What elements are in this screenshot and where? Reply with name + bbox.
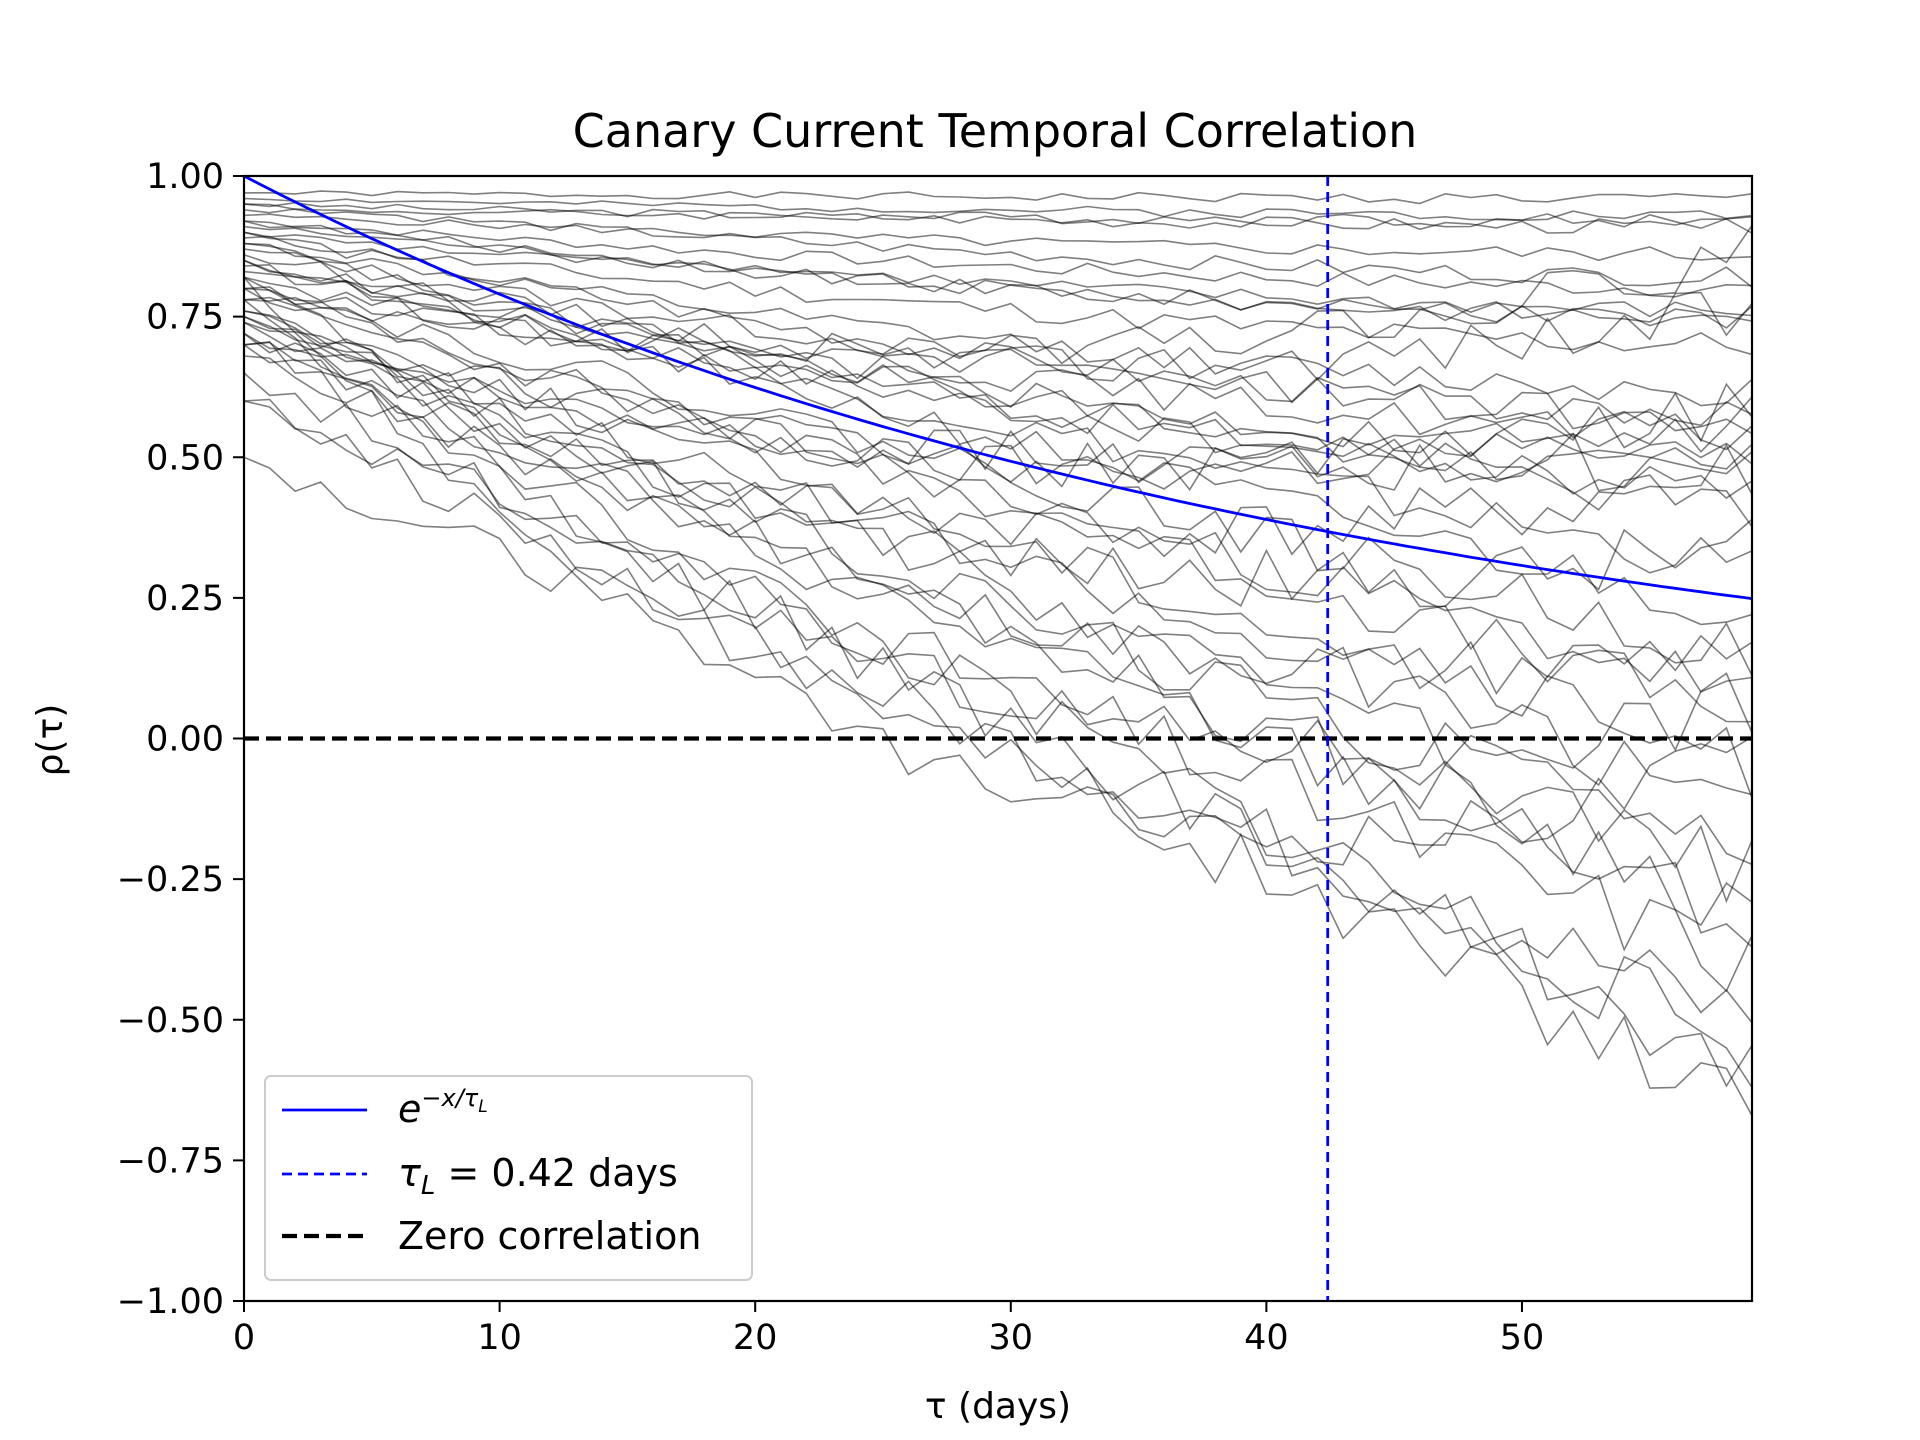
legend: e−x/τL τL = 0.42 days Zero correlation (264, 1075, 753, 1281)
ensemble-series-line (244, 355, 1752, 948)
ensemble-series-line (244, 291, 1752, 382)
ensemble-series-line (244, 190, 1752, 205)
ensemble-series-line (244, 201, 1752, 234)
ensemble-series-line (244, 270, 1752, 528)
y-tick-label: −0.75 (117, 1141, 224, 1181)
ensemble-series-line (244, 296, 1752, 693)
x-tick-label: 40 (1244, 1318, 1289, 1358)
ensemble-series-line (244, 208, 1752, 230)
y-axis-label: ρ(τ) (30, 704, 71, 777)
y-tick-label: 0.25 (146, 579, 224, 619)
ensemble-series-line (244, 235, 1752, 356)
x-tick-label: 20 (733, 1318, 778, 1358)
ensemble-series-line (244, 310, 1752, 608)
ensemble-series-line (244, 341, 1752, 927)
ensemble-series-line (244, 321, 1752, 490)
legend-tau-sub: L (421, 1171, 436, 1201)
x-tick-label: 10 (477, 1318, 522, 1358)
ensemble-series-line (244, 220, 1752, 298)
ensemble-series-line (244, 344, 1752, 1088)
ensemble-series-line (244, 248, 1752, 427)
ensemble-series-line (244, 315, 1752, 484)
legend-tau-symbol: τ (398, 1151, 422, 1195)
ensemble-series-line (244, 310, 1752, 799)
y-tick-label: 0.50 (146, 438, 224, 478)
y-tick-label: 0.00 (146, 720, 224, 760)
legend-fit-exponent-sub: L (478, 1097, 487, 1117)
ensemble-series-line (244, 456, 1752, 1024)
exponential-fit-line (244, 176, 1752, 600)
legend-box (264, 1075, 753, 1281)
ensemble-series-line (244, 398, 1752, 1117)
ensemble-series-line (244, 225, 1752, 369)
overlay-lines (244, 176, 1752, 1301)
ensemble-series-line (244, 372, 1752, 1088)
ensemble-series-line (244, 287, 1752, 676)
x-tick-label: 0 (233, 1318, 255, 1358)
ensemble-series-line (244, 332, 1752, 904)
ensemble-lines (244, 190, 1752, 1117)
x-axis: 0 10 20 30 40 50 (233, 1301, 1544, 1358)
legend-fit-base: e (398, 1087, 421, 1131)
y-tick-label: −0.25 (117, 860, 224, 900)
legend-label-fit: e−x/τL (398, 1084, 488, 1131)
ensemble-series-line (244, 332, 1752, 492)
x-axis-label: τ (days) (925, 1386, 1071, 1427)
ensemble-series-line (244, 315, 1752, 796)
ensemble-series-line (244, 213, 1752, 262)
legend-fit-exponent: −x/τ (421, 1084, 478, 1112)
ensemble-series-line (244, 276, 1752, 695)
x-tick-label: 30 (989, 1318, 1034, 1358)
ensemble-series-line (244, 299, 1752, 771)
ensemble-series-line (244, 321, 1752, 866)
ensemble-series-line (244, 242, 1752, 407)
y-tick-label: −0.50 (117, 1001, 224, 1041)
legend-tau-text: = 0.42 days (435, 1151, 677, 1195)
y-tick-label: 1.00 (146, 157, 224, 197)
chart-title: Canary Current Temporal Correlation (573, 104, 1418, 158)
ensemble-series-line (244, 400, 1752, 993)
legend-label-zero: Zero correlation (398, 1214, 701, 1258)
y-tick-label: −1.00 (117, 1282, 224, 1322)
ensemble-series-line (244, 203, 1752, 288)
ensemble-series-line (244, 225, 1752, 318)
legend-label-tau: τL = 0.42 days (398, 1151, 678, 1201)
ensemble-series-line (244, 231, 1752, 435)
y-axis: 1.00 0.75 0.50 0.25 0.00 −0.25 −0.50 −0.75 −1.00 (117, 157, 244, 1322)
ensemble-series-line (244, 276, 1752, 574)
y-tick-label: 0.75 (146, 298, 224, 338)
ensemble-series-line (244, 276, 1752, 866)
ensemble-series-line (244, 259, 1752, 465)
ensemble-series-line (244, 341, 1752, 558)
ensemble-series-line (244, 231, 1752, 329)
x-tick-label: 50 (1500, 1318, 1545, 1358)
ensemble-series-line (244, 259, 1752, 626)
